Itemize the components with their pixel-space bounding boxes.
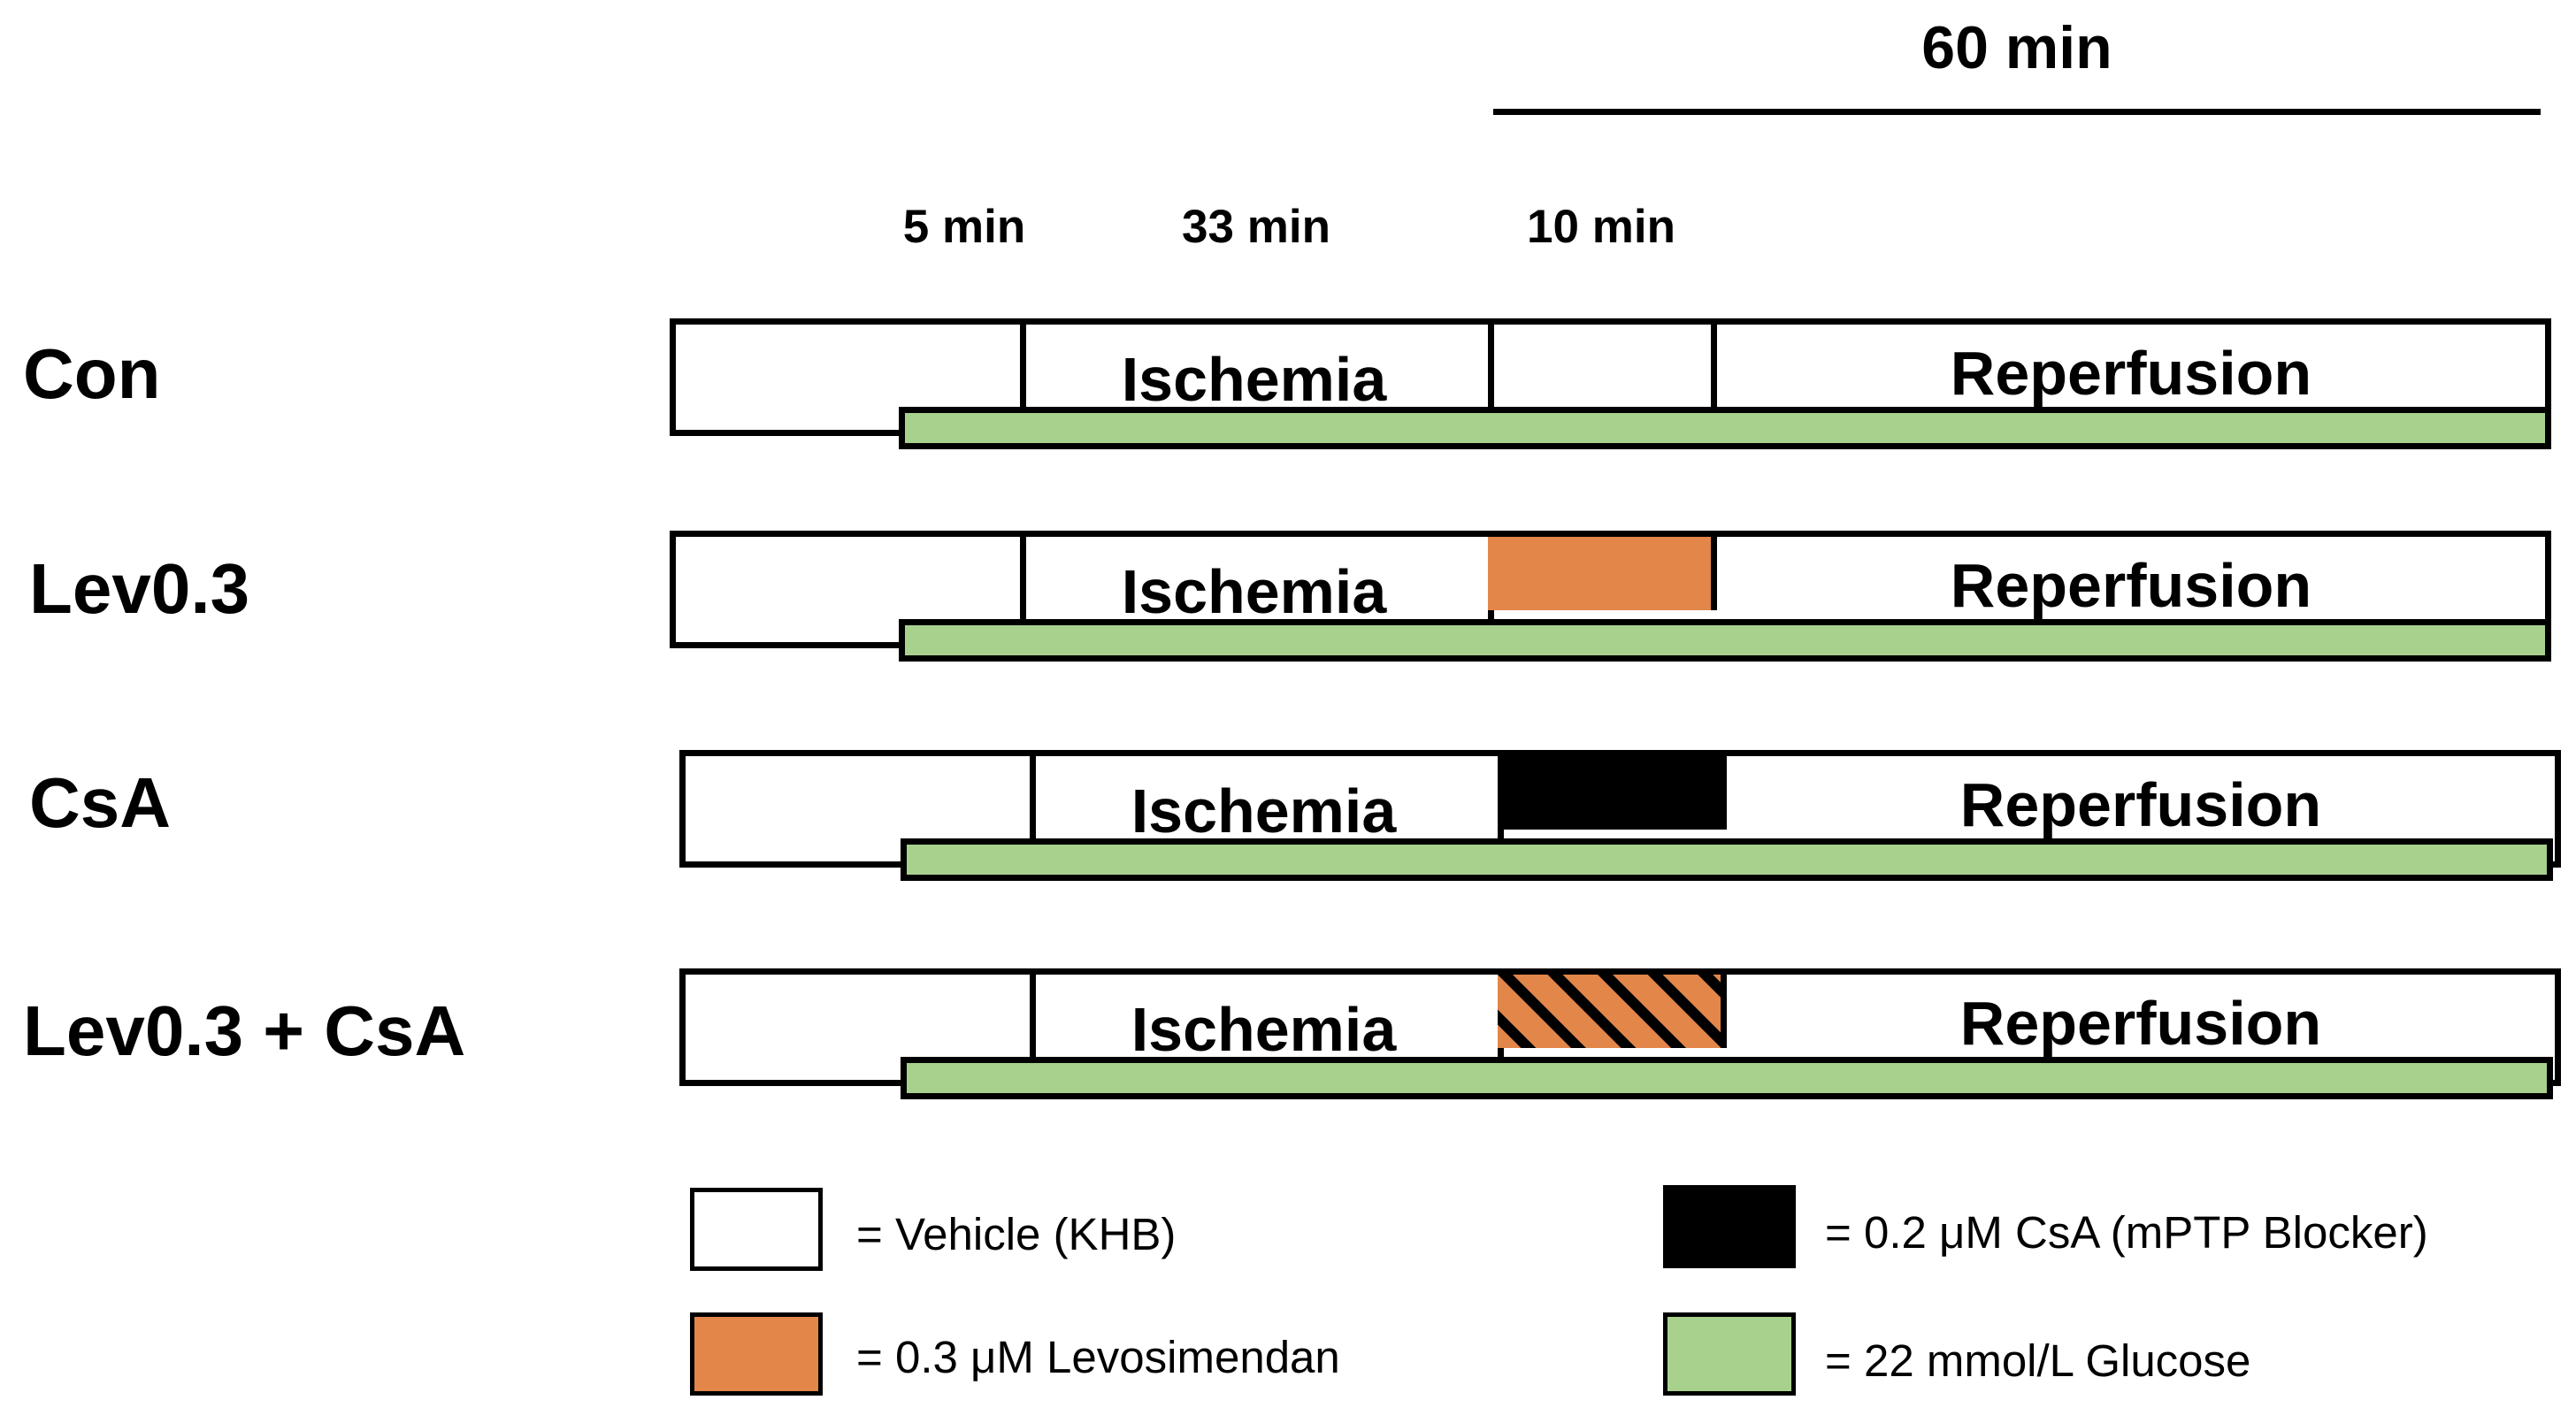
ischemia-label: Ischemia bbox=[1131, 995, 1397, 1064]
legend-text-levosimendan: = 0.3 μM Levosimendan bbox=[856, 1332, 1340, 1382]
row-label-con: Con bbox=[23, 334, 161, 413]
reperfusion-duration-bar bbox=[1493, 109, 2541, 115]
glucose-bar-lev03 bbox=[899, 619, 2551, 662]
legend-text-vehicle: = Vehicle (KHB) bbox=[856, 1209, 1177, 1259]
stabilization-segment bbox=[676, 537, 1026, 642]
ischemia-label: Ischemia bbox=[1131, 777, 1397, 845]
ischemia-segment: Ischemia bbox=[1020, 325, 1494, 430]
stabilization-segment bbox=[686, 975, 1036, 1080]
reperfusion-label: Reperfusion bbox=[1959, 770, 2322, 839]
reperfusion-segment: Reperfusion bbox=[1711, 325, 2551, 430]
row-label-csa: CsA bbox=[29, 763, 172, 842]
legend-swatch-vehicle bbox=[690, 1188, 823, 1271]
legend-text-glucose: = 22 mmol/L Glucose bbox=[1825, 1335, 2251, 1386]
reperfusion-label: Reperfusion bbox=[1959, 989, 2322, 1058]
row-label-lev03-csa: Lev0.3 + CsA bbox=[23, 991, 466, 1070]
hatched-swatch bbox=[1498, 975, 1721, 1048]
legend-swatch-glucose bbox=[1663, 1312, 1796, 1396]
treatment-segment-levosimendan bbox=[1488, 537, 1717, 610]
treatment-segment-levosimendan-csa bbox=[1498, 975, 1727, 1048]
legend-swatch-levosimendan bbox=[690, 1312, 823, 1396]
treatment-segment-vehicle bbox=[1488, 325, 1717, 430]
reperfusion-segment: Reperfusion bbox=[1721, 975, 2561, 1080]
legend-swatch-csa bbox=[1663, 1185, 1796, 1268]
treatment-segment-csa bbox=[1498, 756, 1727, 830]
stabilization-segment bbox=[686, 756, 1036, 861]
row-label-lev03: Lev0.3 bbox=[29, 549, 250, 628]
glucose-bar-lev03-csa bbox=[901, 1057, 2553, 1099]
stabilization-segment bbox=[676, 325, 1026, 430]
reperfusion-segment: Reperfusion bbox=[1721, 756, 2561, 861]
glucose-bar-csa bbox=[901, 838, 2553, 881]
reperfusion-segment: Reperfusion bbox=[1711, 537, 2551, 642]
ischemia-label: Ischemia bbox=[1121, 345, 1387, 414]
duration-10min: 10 min bbox=[1527, 201, 1675, 253]
reperfusion-duration-label: 60 min bbox=[1921, 14, 2112, 81]
glucose-bar-con bbox=[899, 407, 2551, 449]
duration-5min: 5 min bbox=[902, 201, 1026, 253]
reperfusion-label: Reperfusion bbox=[1950, 339, 2312, 408]
reperfusion-label: Reperfusion bbox=[1950, 551, 2312, 620]
legend-text-csa: = 0.2 μM CsA (mPTP Blocker) bbox=[1825, 1207, 2428, 1258]
duration-33min: 33 min bbox=[1182, 201, 1330, 253]
ischemia-label: Ischemia bbox=[1121, 557, 1387, 626]
